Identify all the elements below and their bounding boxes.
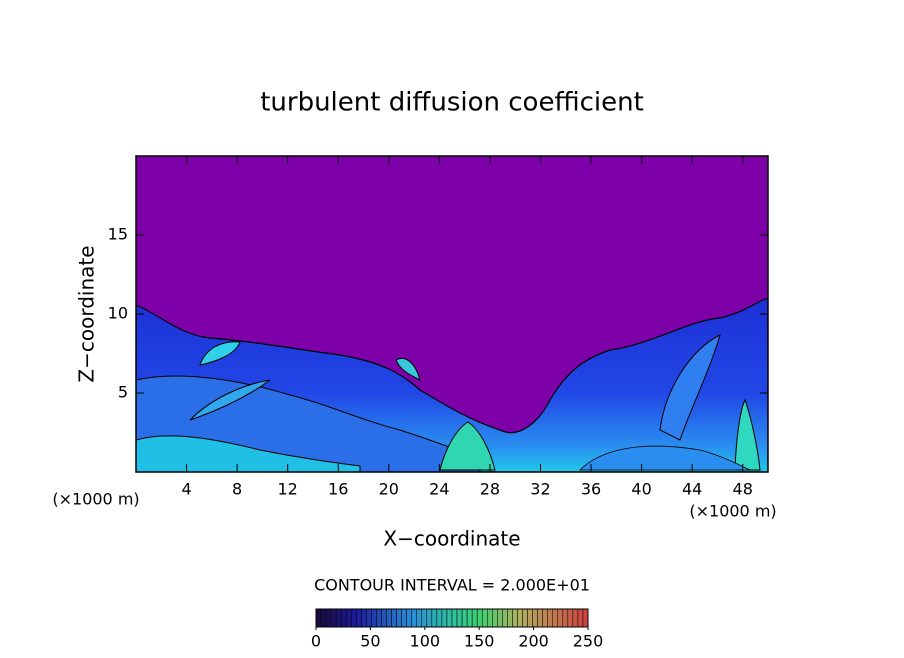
colorbar-cell xyxy=(537,608,543,628)
colorbar-cell xyxy=(532,608,538,628)
colorbar-cell xyxy=(345,608,352,628)
colorbar-cell xyxy=(421,608,428,628)
colorbar-cell xyxy=(512,608,518,628)
colorbar-cell xyxy=(492,608,498,628)
colorbar-cell xyxy=(577,608,584,628)
colorbar-cell xyxy=(416,608,423,628)
colorbar-frame xyxy=(315,608,589,628)
colorbar-cell xyxy=(391,608,397,628)
colorbar-cell xyxy=(476,608,483,628)
colorbar-cell xyxy=(411,608,417,628)
colorbar-cell xyxy=(451,608,458,628)
colorbar-cell xyxy=(567,608,574,628)
colorbar-cell xyxy=(466,608,473,628)
colorbar: 0 50 100 150 200 250 xyxy=(311,608,604,651)
field xyxy=(136,156,768,472)
colorbar-cell xyxy=(335,608,342,628)
colorbar-cell xyxy=(517,608,523,628)
colorbar-cell xyxy=(507,608,513,628)
colorbar-cell xyxy=(406,608,412,628)
colorbar-tick-label: 0 xyxy=(311,632,321,651)
x-tick-label: 24 xyxy=(429,480,449,499)
colorbar-cell xyxy=(340,608,347,628)
colorbar-cell xyxy=(562,608,569,628)
colorbar-cell xyxy=(522,608,528,628)
colorbar-cell xyxy=(431,608,438,628)
colorbar-tick-label: 50 xyxy=(360,632,380,651)
colorbar-cell xyxy=(441,608,448,628)
colorbar-cell xyxy=(446,608,453,628)
colorbar-cell xyxy=(386,608,392,628)
colorbar-cell xyxy=(330,608,337,628)
colorbar-cell xyxy=(487,608,493,628)
colorbar-cell xyxy=(471,608,478,628)
colorbar-cell xyxy=(547,608,553,628)
x-tick-label: 48 xyxy=(733,480,753,499)
x-tick-label: 40 xyxy=(631,480,651,499)
colorbar-cell xyxy=(572,608,579,628)
colorbar-cell xyxy=(361,608,367,628)
colorbar-tick-label: 100 xyxy=(410,632,441,651)
colorbar-tick-label: 250 xyxy=(573,632,604,651)
colorbar-cell xyxy=(366,608,372,628)
colorbar-cell xyxy=(502,608,508,628)
y-tick-label: 5 xyxy=(118,383,128,402)
colorbar-cell xyxy=(396,608,402,628)
colorbar-cell xyxy=(371,608,377,628)
x-tick-label: 28 xyxy=(480,480,500,499)
contour-interval: CONTOUR INTERVAL = 2.000E+01 xyxy=(314,576,590,595)
colorbar-cell xyxy=(356,608,362,628)
colorbar-cell xyxy=(456,608,463,628)
x-tick-label: 36 xyxy=(581,480,601,499)
colorbar-cell xyxy=(381,608,387,628)
y-tick-label: 15 xyxy=(108,225,128,244)
y-tick-label: 10 xyxy=(108,304,128,323)
colorbar-cell xyxy=(376,608,382,628)
colorbar-cell xyxy=(527,608,533,628)
x-unit-label: (×1000 m) xyxy=(689,502,776,521)
colorbar-cell xyxy=(401,608,407,628)
chart-title: turbulent diffusion coefficient xyxy=(260,88,644,118)
x-tick-label: 32 xyxy=(530,480,550,499)
x-tick-label: 4 xyxy=(181,480,191,499)
colorbar-cell xyxy=(436,608,443,628)
colorbar-cell xyxy=(481,608,488,628)
y-axis-label: Z−coordinate xyxy=(75,245,99,382)
colorbar-cell xyxy=(557,608,564,628)
x-tick-label: 16 xyxy=(328,480,348,499)
colorbar-cell xyxy=(351,608,357,628)
colorbar-cell xyxy=(497,608,503,628)
x-unit-label: (×1000 m) xyxy=(52,490,139,509)
colorbar-cell xyxy=(552,608,559,628)
colorbar-cell xyxy=(461,608,468,628)
colorbar-cell xyxy=(325,608,332,628)
colorbar-cell xyxy=(542,608,548,628)
x-axis-label: X−coordinate xyxy=(383,527,520,551)
colorbar-tick-label: 200 xyxy=(518,632,549,651)
x-tick-label: 12 xyxy=(278,480,298,499)
x-tick-label: 8 xyxy=(232,480,242,499)
colorbar-cell xyxy=(426,608,433,628)
colorbar-cell xyxy=(315,608,322,628)
x-tick-label: 20 xyxy=(379,480,399,499)
colorbar-tick-label: 150 xyxy=(464,632,495,651)
colorbar-cell xyxy=(320,608,327,628)
colorbar-cell xyxy=(582,608,589,628)
x-tick-label: 44 xyxy=(682,480,702,499)
